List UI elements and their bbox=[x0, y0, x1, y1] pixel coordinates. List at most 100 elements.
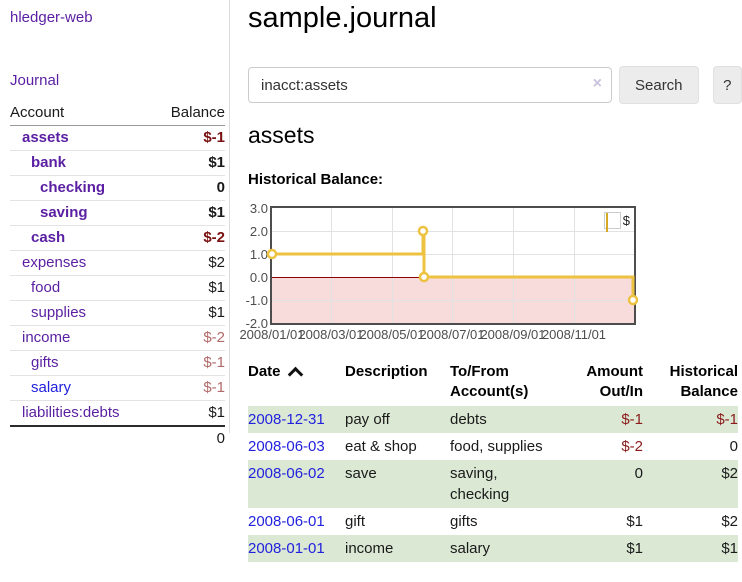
account-row-saving: saving $1 bbox=[10, 200, 225, 226]
transaction-date-link[interactable]: 2008-06-03 bbox=[248, 438, 325, 455]
y-axis-tick: 1.0 bbox=[249, 247, 268, 262]
transaction-date-link[interactable]: 2008-01-01 bbox=[248, 540, 325, 557]
gridline-v bbox=[452, 208, 453, 323]
gridline-v bbox=[331, 208, 332, 323]
register-row: 2008-06-01 gift gifts $1 $2 bbox=[248, 508, 738, 535]
gridline-h bbox=[272, 254, 634, 255]
plot-area: $ bbox=[266, 206, 639, 325]
account-balance: $1 bbox=[117, 400, 225, 426]
transaction-balance: $1 bbox=[721, 540, 738, 557]
account-balance: $-2 bbox=[117, 225, 225, 251]
transaction-date-link[interactable]: 2008-06-02 bbox=[248, 465, 325, 482]
account-balance: $1 bbox=[117, 275, 225, 301]
y-axis-tick: -2.0 bbox=[245, 316, 268, 331]
register-header-row: Date Description To/From Account(s) Amou… bbox=[248, 360, 738, 406]
account-row-bank: bank $1 bbox=[10, 150, 225, 176]
chart-legend: $ bbox=[603, 212, 630, 232]
transaction-amount: $-1 bbox=[621, 411, 643, 428]
transaction-accounts: saving, checking bbox=[450, 465, 510, 503]
sidebar: hledger-web Journal Account Balance asse… bbox=[0, 0, 230, 451]
search-button[interactable]: Search bbox=[619, 66, 699, 104]
account-link-checking[interactable]: checking bbox=[40, 179, 106, 196]
legend-swatch bbox=[603, 212, 621, 232]
register-header-amount: Amount Out/In bbox=[586, 363, 643, 400]
account-balance: $1 bbox=[117, 300, 225, 326]
transaction-date-link[interactable]: 2008-06-01 bbox=[248, 513, 325, 530]
accounts-table: Account Balance assets $-1 bank $1 check… bbox=[10, 101, 225, 451]
x-axis-tick: 2008/03/01 bbox=[298, 327, 364, 342]
balance-series-line bbox=[266, 225, 639, 306]
account-link-assets[interactable]: assets bbox=[22, 129, 69, 146]
transaction-amount: $1 bbox=[626, 513, 643, 530]
account-link-expenses[interactable]: expenses bbox=[22, 254, 87, 271]
transaction-balance: 0 bbox=[729, 438, 738, 455]
transaction-description: save bbox=[345, 465, 377, 482]
register-row: 2008-06-03 eat & shop food, supplies $-2… bbox=[248, 433, 738, 460]
x-axis-tick: 2008/05/01 bbox=[359, 327, 425, 342]
chart-title: Historical Balance: bbox=[248, 171, 384, 188]
main-content: sample.journal × Search ? assets Histori… bbox=[239, 0, 742, 582]
transaction-description: pay off bbox=[345, 411, 390, 428]
x-axis-tick: 2008/01/01 bbox=[239, 327, 305, 342]
gridline-v bbox=[392, 208, 393, 323]
gridline-h bbox=[272, 300, 634, 301]
data-point-marker bbox=[266, 248, 278, 260]
register-header-accounts: To/From Account(s) bbox=[450, 363, 529, 400]
register-row: 2008-12-31 pay off debts $-1 $-1 bbox=[248, 406, 738, 433]
account-link-gifts[interactable]: gifts bbox=[31, 354, 59, 371]
transaction-accounts: salary bbox=[450, 540, 491, 557]
transaction-amount: 0 bbox=[634, 465, 643, 482]
accounts-header-balance: Balance bbox=[117, 101, 225, 126]
help-button[interactable]: ? bbox=[712, 66, 742, 104]
account-link-income[interactable]: income bbox=[22, 329, 71, 346]
account-row-checking: checking 0 bbox=[10, 175, 225, 201]
transaction-date-link[interactable]: 2008-12-31 bbox=[248, 411, 325, 428]
account-link-supplies[interactable]: supplies bbox=[31, 304, 87, 321]
accounts-header-account: Account bbox=[10, 101, 118, 126]
account-balance: $-1 bbox=[117, 375, 225, 401]
y-axis-tick: 0.0 bbox=[249, 270, 268, 285]
account-balance: 0 bbox=[117, 175, 225, 201]
account-link-cash[interactable]: cash bbox=[31, 229, 66, 246]
register-header-balance: Historical Balance bbox=[669, 363, 738, 400]
page-title: sample.journal bbox=[248, 2, 437, 34]
search-input[interactable] bbox=[248, 67, 612, 103]
account-row-gifts: gifts $-1 bbox=[10, 350, 225, 376]
clear-search-icon[interactable]: × bbox=[592, 75, 602, 92]
gridline-v bbox=[513, 208, 514, 323]
balance-chart: 3.0 2.0 1.0 0.0 -1.0 -2.0 bbox=[239, 200, 742, 350]
account-row-supplies: supplies $1 bbox=[10, 300, 225, 326]
register-table: Date Description To/From Account(s) Amou… bbox=[248, 360, 738, 562]
app-title-link[interactable]: hledger-web bbox=[10, 9, 93, 26]
account-row-assets: assets $-1 bbox=[10, 126, 225, 151]
account-link-salary[interactable]: salary bbox=[31, 379, 72, 396]
transaction-amount: $1 bbox=[626, 540, 643, 557]
sort-ascending-icon bbox=[287, 366, 303, 383]
transaction-description: income bbox=[345, 540, 394, 557]
account-heading: assets bbox=[248, 122, 315, 148]
data-point-marker bbox=[418, 271, 430, 283]
y-axis-tick: 2.0 bbox=[249, 224, 268, 239]
account-link-bank[interactable]: bank bbox=[31, 154, 67, 171]
x-axis-tick: 2008/09/01 bbox=[480, 327, 546, 342]
transaction-balance: $2 bbox=[721, 513, 738, 530]
account-balance: $-2 bbox=[117, 325, 225, 351]
account-link-liabilities-debts[interactable]: liabilities:debts bbox=[22, 404, 120, 421]
data-point-marker bbox=[417, 225, 429, 237]
data-point-marker bbox=[627, 294, 639, 306]
nav-journal-link[interactable]: Journal bbox=[10, 72, 60, 89]
account-balance: $2 bbox=[117, 250, 225, 276]
account-row-cash: cash $-2 bbox=[10, 225, 225, 251]
transaction-description: gift bbox=[345, 513, 366, 530]
register-header-date[interactable]: Date bbox=[248, 360, 345, 406]
transaction-accounts: debts bbox=[450, 411, 487, 428]
register-row: 2008-06-02 save saving, checking 0 $2 bbox=[248, 460, 738, 508]
accounts-header-row: Account Balance bbox=[10, 101, 225, 126]
account-link-food[interactable]: food bbox=[31, 279, 61, 296]
account-row-income: income $-2 bbox=[10, 325, 225, 351]
account-row-salary: salary $-1 bbox=[10, 375, 225, 401]
accounts-total-row: 0 bbox=[10, 425, 225, 451]
account-link-saving[interactable]: saving bbox=[40, 204, 88, 221]
transaction-amount: $-2 bbox=[621, 438, 643, 455]
search-bar: × Search ? bbox=[248, 66, 742, 104]
